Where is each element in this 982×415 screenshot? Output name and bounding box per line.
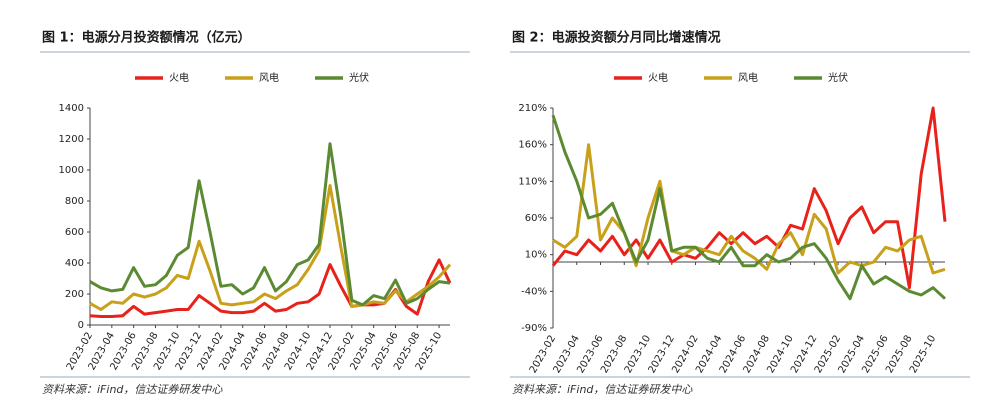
- legend-label: 火电: [169, 71, 189, 84]
- series-line: [89, 258, 452, 318]
- series-line: [551, 106, 947, 290]
- y-tick-label: 60%: [525, 213, 547, 224]
- y-tick-label: 210%: [518, 103, 547, 114]
- source-note: 资料来源：iFind，信达证券研发中心: [42, 383, 223, 396]
- y-tick-label: 800: [65, 196, 84, 207]
- y-tick-label: 200: [65, 289, 84, 300]
- y-tick-label: 160%: [518, 140, 547, 151]
- y-tick-label: -40%: [521, 286, 547, 297]
- legend-label: 风电: [259, 71, 279, 84]
- legend-label: 火电: [648, 71, 668, 84]
- y-tick-label: 400: [65, 258, 84, 269]
- series-line: [89, 184, 452, 311]
- y-tick-label: 1000: [59, 165, 84, 176]
- legend-label: 风电: [738, 71, 758, 84]
- chart-title: 图 2：电源投资额分月同比增速情况: [512, 30, 721, 46]
- chart-title: 图 1：电源分月投资额情况（亿元）: [42, 30, 251, 46]
- legend-label: 光伏: [349, 71, 369, 84]
- series-line: [89, 142, 451, 307]
- y-tick-label: 1200: [59, 134, 84, 145]
- y-tick-label: 110%: [518, 176, 547, 187]
- legend-label: 光伏: [828, 71, 848, 84]
- source-note: 资料来源：iFind，信达证券研发中心: [512, 383, 693, 396]
- y-tick-label: 10%: [525, 250, 547, 261]
- y-tick-label: 0: [78, 320, 84, 331]
- series-line: [551, 114, 947, 301]
- y-tick-label: 1400: [59, 103, 84, 114]
- y-tick-label: -90%: [521, 323, 547, 334]
- y-tick-label: 600: [65, 227, 84, 238]
- series-line: [552, 143, 946, 275]
